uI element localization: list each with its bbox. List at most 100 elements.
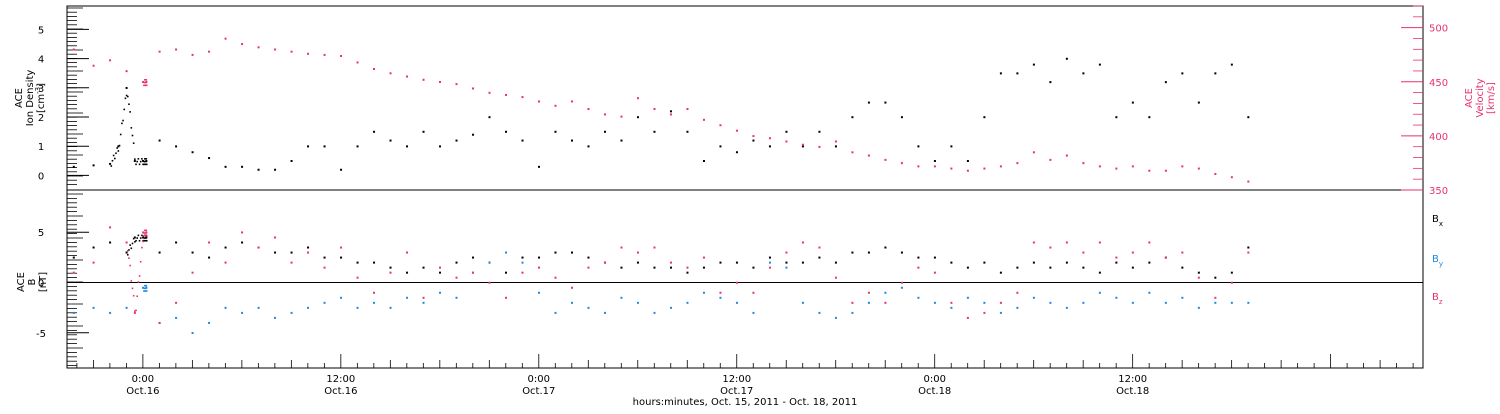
data-point — [1148, 169, 1151, 172]
data-point — [145, 286, 148, 289]
data-point — [1148, 261, 1151, 264]
data-point — [472, 133, 475, 136]
data-point — [917, 145, 920, 148]
data-point — [867, 301, 870, 304]
y-tick-label-density: 0 — [38, 171, 44, 182]
data-point — [900, 162, 903, 165]
data-point — [587, 306, 590, 309]
data-point — [488, 261, 491, 264]
data-point — [143, 234, 145, 237]
data-point — [472, 271, 475, 274]
data-point — [768, 145, 771, 148]
data-point — [130, 127, 133, 129]
data-point — [1214, 72, 1217, 75]
x-tick-date: Oct.18 — [918, 386, 951, 397]
data-point — [933, 165, 936, 168]
data-point — [735, 129, 738, 132]
data-point — [818, 311, 821, 314]
data-point — [143, 287, 146, 290]
data-point — [175, 301, 178, 304]
data-point — [138, 275, 141, 277]
data-point — [175, 316, 178, 319]
data-point — [133, 159, 136, 162]
data-point — [521, 139, 524, 142]
data-point — [224, 246, 227, 249]
data-point — [900, 281, 903, 284]
data-point — [884, 101, 887, 104]
data-point — [999, 271, 1002, 274]
data-point — [1164, 169, 1167, 172]
data-point — [455, 261, 458, 264]
data-point — [570, 100, 573, 103]
data-point — [917, 256, 920, 259]
data-point — [126, 253, 129, 256]
data-point — [1098, 291, 1101, 294]
data-point — [241, 241, 244, 244]
data-point — [983, 167, 986, 170]
data-point — [72, 311, 75, 314]
b-bz-series — [72, 226, 1250, 324]
data-point — [307, 145, 310, 148]
x-tick-time: 12:00 — [326, 374, 355, 385]
data-point — [768, 261, 771, 264]
data-point — [900, 251, 903, 254]
data-point — [191, 271, 194, 274]
data-point — [505, 130, 508, 133]
data-point — [834, 261, 837, 264]
data-point — [208, 157, 211, 160]
data-point — [966, 296, 969, 299]
data-point — [653, 311, 656, 314]
data-point — [158, 50, 161, 53]
data-point — [125, 306, 128, 309]
data-point — [966, 316, 969, 319]
data-point — [143, 237, 146, 239]
data-point — [1214, 172, 1217, 175]
data-point — [636, 97, 639, 100]
data-point — [142, 286, 145, 289]
data-point — [603, 113, 606, 116]
data-point — [801, 143, 804, 146]
legend-z: Bz — [1432, 292, 1443, 306]
data-point — [92, 261, 95, 264]
data-point — [145, 229, 148, 232]
data-point — [143, 290, 145, 292]
data-point — [785, 130, 788, 133]
data-point — [340, 256, 343, 259]
data-point — [92, 246, 95, 249]
data-point — [137, 281, 140, 283]
data-point — [801, 241, 804, 244]
data-point — [109, 241, 112, 244]
data-point — [132, 237, 135, 240]
data-point — [373, 261, 376, 264]
data-point — [144, 284, 146, 287]
data-point — [389, 266, 392, 269]
data-point — [1016, 291, 1019, 294]
data-point — [669, 113, 672, 116]
data-point — [752, 291, 755, 294]
data-point — [141, 158, 143, 160]
data-point — [620, 266, 623, 269]
data-point — [620, 296, 623, 299]
data-point — [139, 160, 142, 163]
ylabel-density-part: -3 — [34, 87, 42, 94]
data-point — [636, 261, 639, 264]
plot-frame — [66, 5, 1424, 369]
data-point — [570, 286, 573, 289]
data-point — [132, 142, 135, 144]
data-point — [1032, 296, 1035, 299]
data-point — [323, 301, 326, 304]
data-point — [135, 163, 137, 166]
data-point — [143, 232, 146, 234]
data-point — [356, 276, 359, 279]
data-point — [257, 306, 260, 309]
data-point — [129, 111, 131, 113]
data-point — [884, 158, 887, 161]
data-point — [603, 261, 606, 264]
data-point — [128, 249, 130, 251]
data-point — [109, 59, 112, 62]
data-point — [785, 140, 788, 143]
data-point — [686, 301, 689, 304]
x-tick-date: Oct.18 — [1116, 386, 1149, 397]
data-point — [72, 165, 75, 168]
frames-and-ticks — [66, 5, 1424, 369]
